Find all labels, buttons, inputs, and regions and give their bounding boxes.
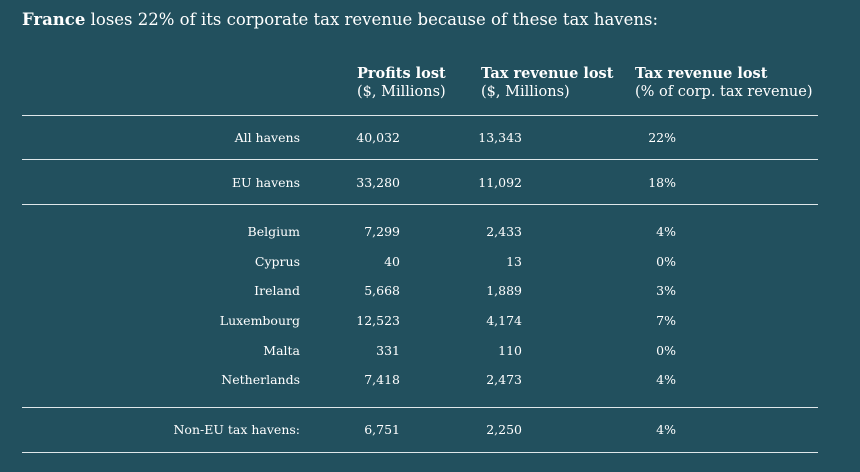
divider-countries xyxy=(22,407,818,408)
column-header-tax-unit: ($, Millions) xyxy=(481,84,570,100)
pct-value: 4% xyxy=(656,372,676,387)
tax-value: 1,889 xyxy=(486,283,522,298)
profits-value: 331 xyxy=(376,343,400,358)
tax-value: 2,433 xyxy=(486,224,522,239)
title-country: France xyxy=(22,10,86,29)
pct-value: 18% xyxy=(648,175,676,190)
pct-value: 0% xyxy=(656,254,676,269)
table-row-ireland: Ireland 5,668 1,889 3% xyxy=(0,281,860,301)
profits-value: 33,280 xyxy=(356,175,400,190)
divider-all xyxy=(22,159,818,160)
tax-value: 110 xyxy=(498,343,522,358)
profits-value: 6,751 xyxy=(364,422,400,437)
table-row-netherlands: Netherlands 7,418 2,473 4% xyxy=(0,370,860,390)
divider-eu xyxy=(22,204,818,205)
column-header-profits: Profits lost ($, Millions) xyxy=(357,64,446,102)
title-text: loses 22% of its corporate tax revenue b… xyxy=(85,10,659,29)
column-header-profits-unit: ($, Millions) xyxy=(357,84,446,100)
pct-value: 4% xyxy=(656,224,676,239)
row-label: Non-EU tax havens: xyxy=(173,422,300,437)
tax-value: 11,092 xyxy=(478,175,522,190)
table-row-belgium: Belgium 7,299 2,433 4% xyxy=(0,222,860,242)
column-header-tax-title: Tax revenue lost xyxy=(481,65,614,82)
column-header-pct: Tax revenue lost (% of corp. tax revenue… xyxy=(635,64,813,102)
row-label: Cyprus xyxy=(254,254,300,269)
pct-value: 22% xyxy=(648,130,676,145)
column-header-pct-title: Tax revenue lost xyxy=(635,65,768,82)
column-header-pct-unit: (% of corp. tax revenue) xyxy=(635,84,813,100)
row-label: Malta xyxy=(263,343,300,358)
profits-value: 7,418 xyxy=(364,372,400,387)
table-row-non-eu-havens: Non-EU tax havens: 6,751 2,250 4% xyxy=(0,420,860,440)
column-header-tax: Tax revenue lost ($, Millions) xyxy=(481,64,613,102)
row-label: EU havens xyxy=(231,175,300,190)
table-row-cyprus: Cyprus 40 13 0% xyxy=(0,252,860,272)
chart-title: France loses 22% of its corporate tax re… xyxy=(22,8,658,32)
divider-header xyxy=(22,115,818,116)
pct-value: 7% xyxy=(656,313,676,328)
table-row-malta: Malta 331 110 0% xyxy=(0,341,860,361)
divider-bottom xyxy=(22,452,818,453)
profits-value: 7,299 xyxy=(364,224,400,239)
table-row-all-havens: All havens 40,032 13,343 22% xyxy=(0,128,860,148)
profits-value: 40 xyxy=(384,254,400,269)
row-label: Belgium xyxy=(247,224,300,239)
tax-value: 13 xyxy=(506,254,522,269)
profits-value: 40,032 xyxy=(356,130,400,145)
tax-value: 2,473 xyxy=(486,372,522,387)
table-row-luxembourg: Luxembourg 12,523 4,174 7% xyxy=(0,311,860,331)
pct-value: 4% xyxy=(656,422,676,437)
row-label: All havens xyxy=(234,130,300,145)
tax-value: 4,174 xyxy=(486,313,522,328)
row-label: Luxembourg xyxy=(219,313,300,328)
tax-value: 2,250 xyxy=(486,422,522,437)
pct-value: 3% xyxy=(656,283,676,298)
profits-value: 5,668 xyxy=(364,283,400,298)
row-label: Ireland xyxy=(254,283,300,298)
row-label: Netherlands xyxy=(221,372,300,387)
profits-value: 12,523 xyxy=(356,313,400,328)
column-header-profits-title: Profits lost xyxy=(357,65,446,82)
pct-value: 0% xyxy=(656,343,676,358)
tax-value: 13,343 xyxy=(478,130,522,145)
table-row-eu-havens: EU havens 33,280 11,092 18% xyxy=(0,173,860,193)
